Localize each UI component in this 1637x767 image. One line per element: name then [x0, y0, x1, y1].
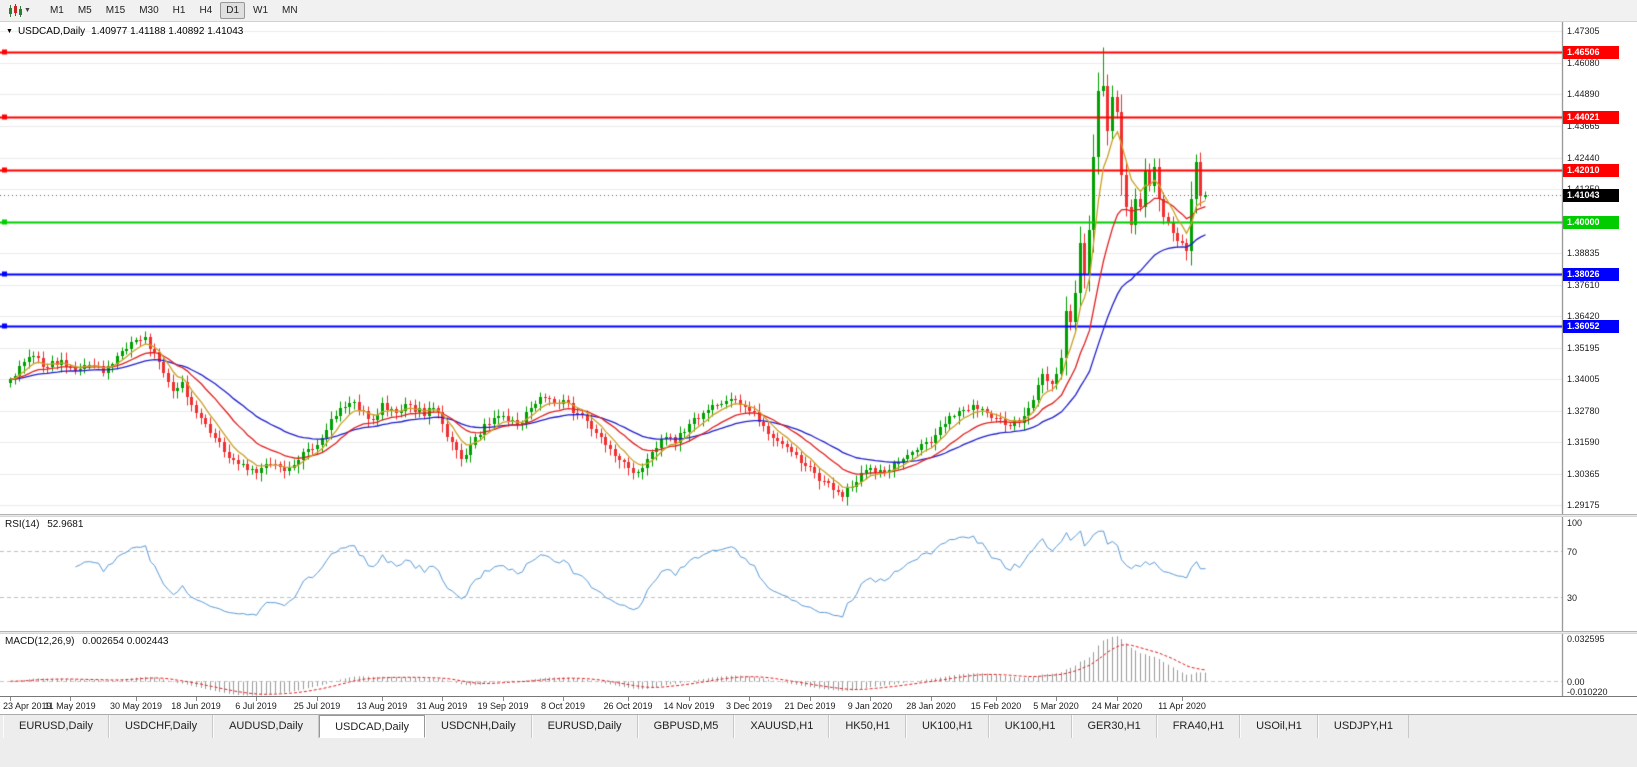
date-label: 19 Sep 2019: [477, 701, 529, 711]
symbol-period-label: USDCAD,Daily: [17, 26, 86, 37]
timeframe-button-d1[interactable]: D1: [220, 2, 246, 19]
date-label: 3 Dec 2019: [725, 701, 773, 711]
ohlc-values: 1.40977 1.41188 1.40892 1.41043: [91, 26, 244, 37]
date-label: 5 Mar 2020: [1033, 701, 1079, 711]
date-label: 6 Jul 2019: [235, 701, 277, 711]
date-label: 11 May 2019: [44, 701, 96, 711]
time-tick: [1182, 697, 1183, 701]
timeframe-button-m15[interactable]: M15: [105, 5, 126, 16]
chart-tab-usdcad-daily[interactable]: USDCAD,Daily: [319, 715, 426, 738]
timeframe-button-w1[interactable]: W1: [253, 5, 269, 16]
time-tick: [996, 697, 997, 701]
time-tick: [1117, 697, 1118, 701]
time-tick: [70, 697, 71, 701]
chart-tab-hk50-h1[interactable]: HK50,H1: [829, 715, 906, 738]
time-tick: [256, 697, 257, 701]
date-label: 30 May 2019: [109, 701, 163, 711]
timeframe-button-h1[interactable]: H1: [172, 5, 186, 16]
pane-separator[interactable]: [0, 631, 1637, 634]
date-label: 26 Oct 2019: [603, 701, 653, 711]
chart-tabs-bar: EURUSD,Daily USDCHF,Daily AUDUSD,Daily USDC…: [0, 714, 1637, 738]
chart-tab-audusd-daily[interactable]: AUDUSD,Daily: [213, 715, 320, 738]
rsi-name: RSI(14): [5, 519, 40, 530]
date-label: 15 Feb 2020: [970, 701, 1022, 711]
date-label: 18 Jun 2019: [171, 701, 221, 711]
time-tick: [931, 697, 932, 701]
timeframe-button-m5[interactable]: M5: [77, 5, 92, 16]
pane-separator[interactable]: [0, 514, 1637, 517]
candlestick-glyph: [9, 3, 22, 17]
time-tick: [196, 697, 197, 701]
chart-tab-usoil-h1[interactable]: USOil,H1: [1240, 715, 1318, 738]
date-label: 25 Jul 2019: [293, 701, 341, 711]
timeframe-button-m1[interactable]: M1: [49, 5, 64, 16]
time-tick: [136, 697, 137, 701]
date-label: 14 Nov 2019: [663, 701, 715, 711]
date-label: 9 Jan 2020: [847, 701, 893, 711]
time-tick: [563, 697, 564, 701]
time-tick: [503, 697, 504, 701]
time-tick: [1056, 697, 1057, 701]
time-axis[interactable]: 23 Apr 2019 11 May 2019 30 May 2019 18 Jun …: [0, 696, 1637, 714]
chart-tab-usdchf-daily[interactable]: USDCHF,Daily: [108, 715, 214, 738]
one-click-trading-icon[interactable]: ▼: [6, 28, 13, 35]
rsi-value: 52.9681: [47, 519, 84, 530]
macd-values: 0.002654 0.002443: [82, 636, 169, 647]
chart-tab-xauusd-h1[interactable]: XAUUSD,H1: [734, 715, 830, 738]
chevron-down-icon: ▼: [24, 7, 31, 14]
chart-tab-usdcnh-daily[interactable]: USDCNH,Daily: [425, 715, 532, 738]
timeframe-button-h4[interactable]: H4: [199, 5, 213, 16]
time-tick: [749, 697, 750, 701]
candlestick-chart-icon[interactable]: ▼: [4, 2, 35, 20]
date-label: 11 Apr 2020: [1158, 701, 1206, 711]
status-strip: [0, 738, 1637, 767]
chart-tab-eurusd-daily[interactable]: EURUSD,Daily: [3, 715, 109, 738]
timeframe-buttons: M1 M5 M15 M30 H1 H4 D1 W1 MN: [43, 2, 305, 19]
toolbar: ▼ M1 M5 M15 M30 H1 H4 D1 W1 MN: [0, 0, 1637, 22]
chart-title: ▼ USDCAD,Daily 1.40977 1.41188 1.40892 1.4…: [6, 26, 243, 37]
time-tick: [870, 697, 871, 701]
date-label: 21 Dec 2019: [784, 701, 836, 711]
chart-tab-gbpusd-m5[interactable]: GBPUSD,M5: [637, 715, 735, 738]
time-tick: [689, 697, 690, 701]
chart-tab-usdjpy-h1[interactable]: USDJPY,H1: [1317, 715, 1410, 738]
rsi-pane-canvas[interactable]: [0, 517, 1637, 631]
date-label: 23 Apr 2019: [3, 701, 52, 711]
time-tick: [810, 697, 811, 701]
date-label: 31 Aug 2019: [416, 701, 468, 711]
chart-tab-ger30-h1[interactable]: GER30,H1: [1071, 715, 1157, 738]
macd-indicator-label: MACD(12,26,9) 0.002654 0.002443: [5, 636, 168, 647]
macd-name: MACD(12,26,9): [5, 636, 75, 647]
chart-tab-uk100-h1[interactable]: UK100,H1: [905, 715, 989, 738]
timeframe-button-m30[interactable]: M30: [139, 5, 159, 16]
date-label: 28 Jan 2020: [906, 701, 956, 711]
chart-tab-eurusd-daily[interactable]: EURUSD,Daily: [531, 715, 638, 738]
chart-tab-uk100-h1[interactable]: UK100,H1: [988, 715, 1072, 738]
time-tick: [382, 697, 383, 701]
timeframe-button-mn[interactable]: MN: [282, 5, 298, 16]
price-chart-canvas[interactable]: [0, 22, 1637, 514]
chart-tab-fra40-h1[interactable]: FRA40,H1: [1156, 715, 1241, 738]
rsi-indicator-label: RSI(14) 52.9681: [5, 519, 83, 530]
time-tick: [10, 697, 11, 701]
macd-pane-canvas[interactable]: [0, 634, 1637, 696]
chart-area: ▼ USDCAD,Daily 1.40977 1.41188 1.40892 1.4…: [0, 22, 1637, 714]
time-tick: [317, 697, 318, 701]
date-label: 13 Aug 2019: [356, 701, 408, 711]
time-tick: [442, 697, 443, 701]
date-label: 8 Oct 2019: [540, 701, 586, 711]
date-label: 24 Mar 2020: [1091, 701, 1143, 711]
time-tick: [628, 697, 629, 701]
